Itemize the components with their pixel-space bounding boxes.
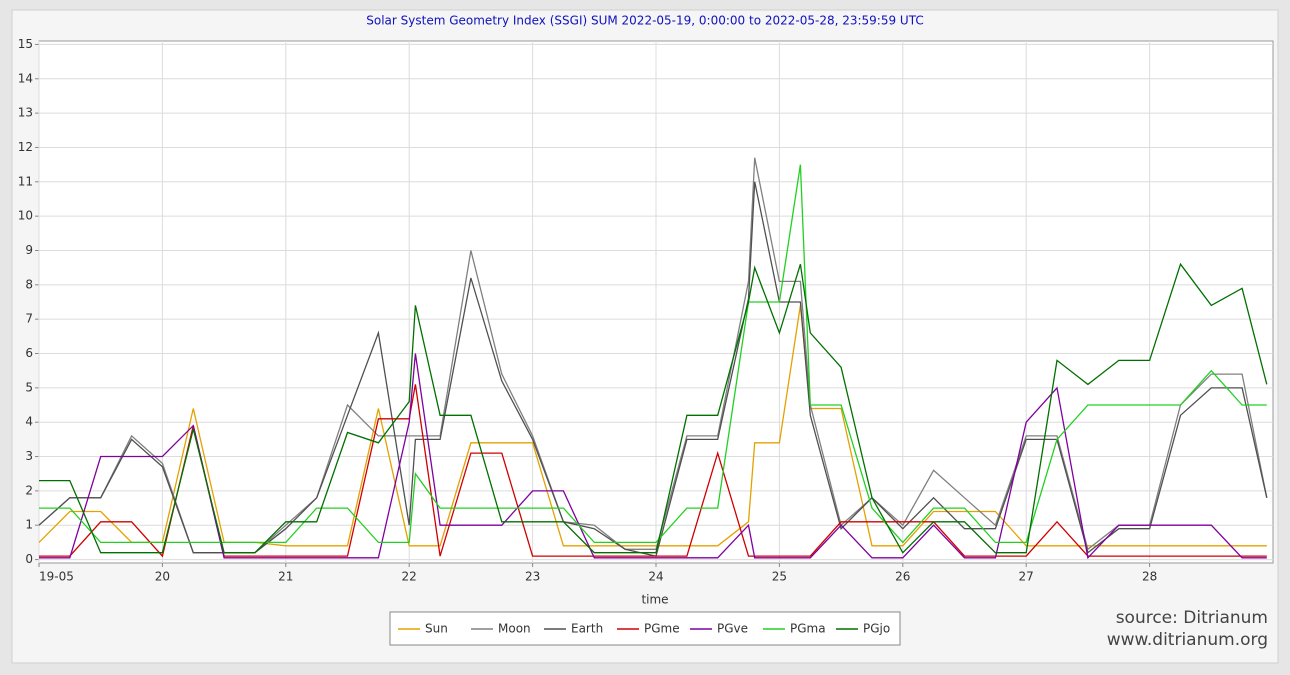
y-tick-label: 8 <box>25 277 33 291</box>
x-tick-label: 20 <box>155 570 170 584</box>
legend-label: Moon <box>498 622 531 636</box>
y-tick-label: 12 <box>18 140 33 154</box>
y-tick-label: 0 <box>25 552 33 566</box>
y-tick-label: 11 <box>18 174 33 188</box>
y-tick-label: 1 <box>25 518 33 532</box>
series-line <box>39 384 1267 558</box>
x-tick-label: 21 <box>278 570 293 584</box>
series-line <box>38 181 1268 557</box>
y-tick-label: 13 <box>18 106 33 120</box>
x-tick-label: 28 <box>1142 570 1157 584</box>
source-url: www.ditrianum.org <box>1107 630 1268 650</box>
x-tick-label: 26 <box>895 570 910 584</box>
chart-title: Solar System Geometry Index (SSGI) SUM 2… <box>366 14 923 28</box>
y-tick-label: 14 <box>18 71 33 85</box>
legend-label: PGjo <box>863 622 890 636</box>
legend-label: Sun <box>425 622 448 636</box>
y-tick-label: 4 <box>25 415 33 429</box>
x-tick-label: 23 <box>525 570 540 584</box>
y-tick-label: 7 <box>25 312 33 326</box>
x-tick-label: 27 <box>1019 570 1034 584</box>
legend-label: PGma <box>790 622 826 636</box>
x-tick-label: 22 <box>402 570 417 584</box>
series-line <box>39 262 1268 554</box>
x-axis-label: time <box>641 593 668 607</box>
y-tick-label: 10 <box>18 209 33 223</box>
y-tick-label: 15 <box>18 37 33 51</box>
source-note: source: Ditrianum <box>1116 608 1268 628</box>
legend-label: PGve <box>717 622 748 636</box>
legend-label: Earth <box>571 622 603 636</box>
x-tick-label: 19-05 <box>39 570 74 584</box>
y-tick-label: 3 <box>25 449 33 463</box>
x-tick-label: 25 <box>772 570 787 584</box>
y-tick-label: 5 <box>25 380 33 394</box>
y-tick-label: 9 <box>25 243 33 257</box>
series-line <box>39 164 1267 544</box>
y-tick-label: 2 <box>25 483 33 497</box>
y-tick-label: 6 <box>25 346 33 360</box>
legend-label: PGme <box>644 622 680 636</box>
x-tick-label: 24 <box>648 570 663 584</box>
